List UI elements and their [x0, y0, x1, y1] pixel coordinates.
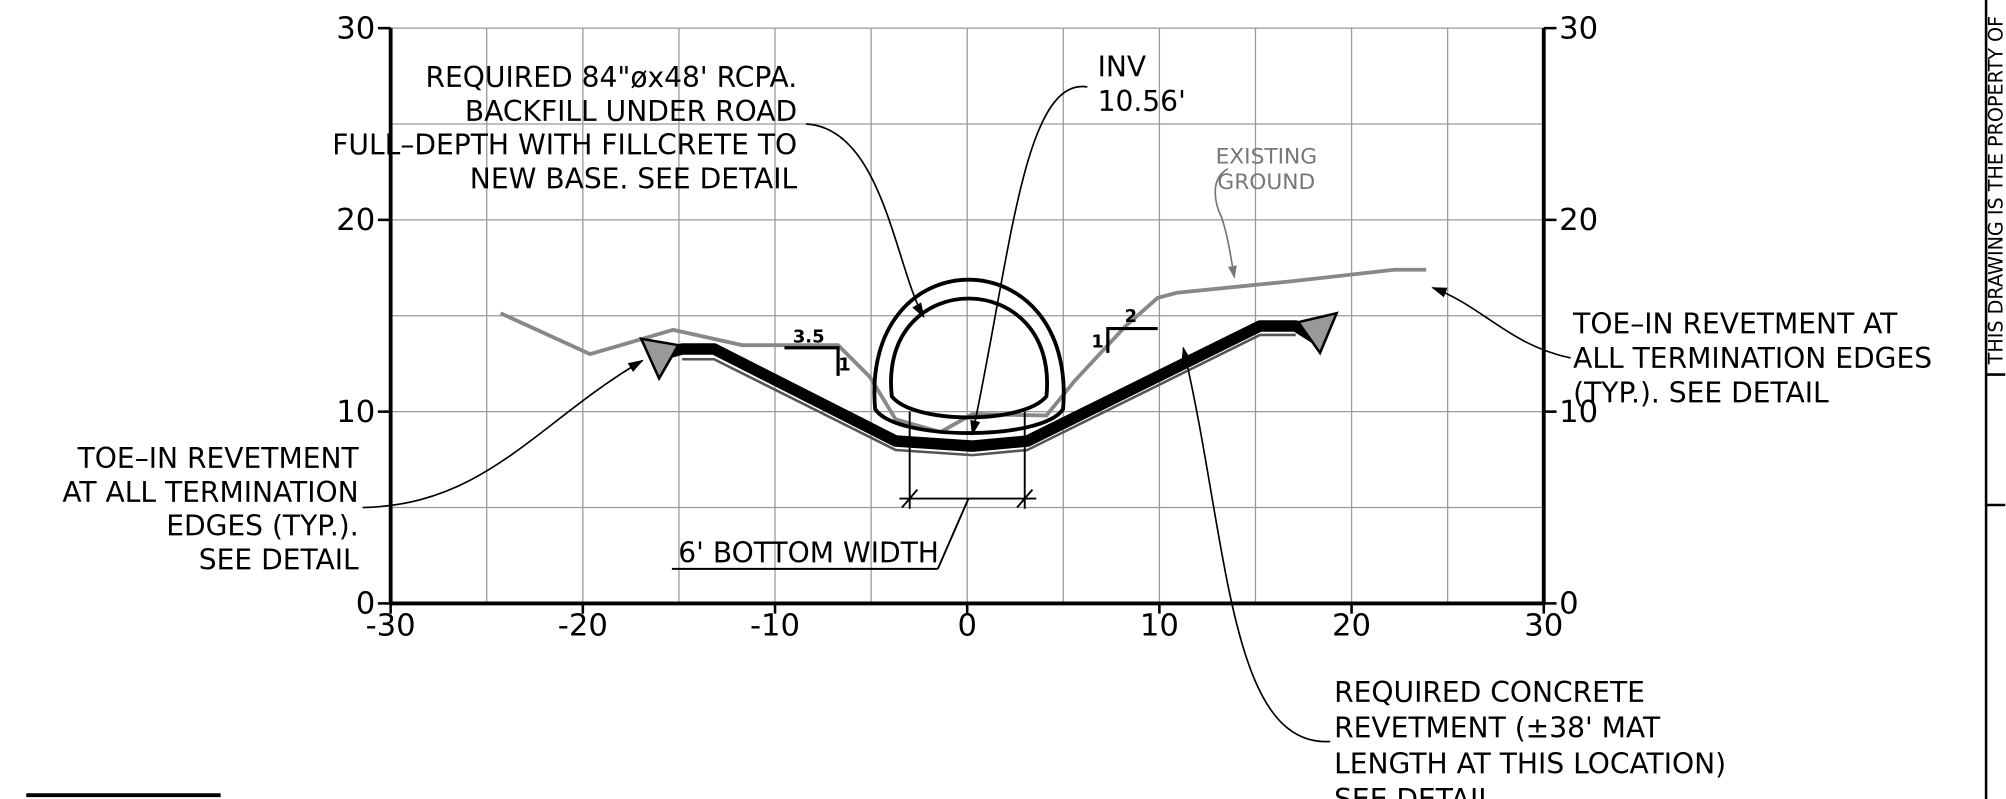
x-tick-label: 0: [957, 608, 977, 643]
toe-in-note: TOE–IN REVETMENT AT: [1572, 308, 1898, 341]
toe-in-note: AT ALL TERMINATION: [62, 476, 358, 509]
toe-in-note: EDGES (TYP.).: [166, 510, 358, 543]
dimension: [671, 411, 1037, 570]
slope-label: 2: [1125, 306, 1137, 327]
pipe-note: NEW BASE. SEE DETAIL: [470, 163, 798, 196]
revetment-edge: [682, 333, 1296, 457]
pipe-inner: [889, 296, 1049, 420]
y-tick-label: 20: [336, 203, 375, 238]
leader: [1431, 286, 1571, 359]
inv-label: INV: [1098, 51, 1147, 84]
leader: [970, 85, 1088, 436]
pipe-note: BACKFILL UNDER ROAD: [465, 95, 797, 128]
toe-in-right: [1296, 311, 1339, 356]
y2-tick-label: 10: [1559, 395, 1598, 430]
revetment-note: SEE DETAIL: [1334, 783, 1494, 799]
x-tick-label: -20: [558, 608, 608, 643]
revetment: [666, 320, 1324, 452]
toe-in-note: TOE–IN REVETMENT: [77, 442, 360, 475]
slope-marker: [1106, 326, 1158, 353]
toe-in-note: SEE DETAIL: [199, 544, 359, 577]
existing-ground-label: EXISTING: [1216, 145, 1318, 170]
toe-in-note: ALL TERMINATION EDGES: [1573, 342, 1932, 375]
x-tick-label: -10: [750, 608, 800, 643]
x-tick-label: -30: [366, 608, 416, 643]
y-tick-label: 0: [356, 587, 376, 622]
border-text: THIS DRAWING IS THE PROPERTY OF: [1985, 16, 2006, 366]
revetment-note: REVETMENT (±38' MAT: [1334, 712, 1661, 745]
existing-ground-label: GROUND: [1217, 170, 1315, 195]
revetment-note: LENGTH AT THIS LOCATION): [1334, 747, 1726, 780]
y2-tick-label: 20: [1559, 203, 1598, 238]
y-tick-label: 30: [336, 11, 375, 46]
pipe-note: FULL–DEPTH WITH FILLCRETE TO: [332, 129, 797, 162]
toe-in-left: [639, 337, 681, 382]
slope-label: 3.5: [793, 327, 825, 348]
slope-marker: [784, 346, 840, 376]
leader: [806, 123, 925, 319]
inv-label: 10.56': [1098, 85, 1186, 118]
y2-tick-label: 30: [1559, 11, 1598, 46]
x-tick-label: 10: [1140, 608, 1179, 643]
leader: [362, 359, 644, 509]
x-tick-label: 30: [1524, 608, 1563, 643]
bottom-width-label: 6' BOTTOM WIDTH: [678, 536, 939, 569]
x-tick-label: 20: [1332, 608, 1371, 643]
pipe-outer: [872, 277, 1066, 435]
toe-in-note: (TYP.). SEE DETAIL: [1573, 377, 1829, 410]
notes: REQUIRED 84"øx48' RCPA.BACKFILL UNDER RO…: [62, 51, 1932, 799]
leader: [1214, 168, 1237, 279]
y-tick-label: 10: [336, 395, 375, 430]
revetment-note: REQUIRED CONCRETE: [1334, 676, 1645, 709]
slope-label: 1: [838, 355, 850, 376]
pipe-note: REQUIRED 84"øx48' RCPA.: [425, 61, 797, 94]
slope-label: 1: [1091, 332, 1103, 353]
existing-ground: [499, 267, 1427, 435]
y2-tick-label: 0: [1559, 587, 1579, 622]
leader: [1181, 346, 1331, 743]
